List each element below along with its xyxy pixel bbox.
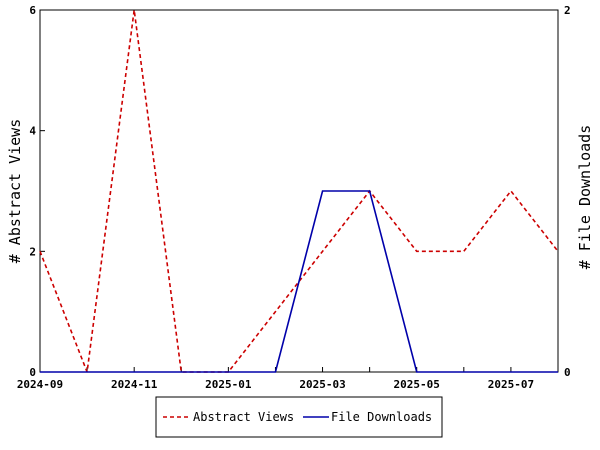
x-axis: 2024-09 2024-11 2025-01 2025-03 2025-05 2025-… xyxy=(17,367,559,391)
x-tick-label: 2025-01 xyxy=(205,378,252,391)
x-tick-label: 2025-05 xyxy=(394,378,440,391)
y-tick-label-left: 0 xyxy=(29,366,36,379)
legend: Abstract Views File Downloads xyxy=(155,396,443,438)
x-tick-label: 2025-03 xyxy=(299,378,345,391)
x-tick-label: 2024-09 xyxy=(17,378,63,391)
y-axis-title-right: # File Downloads xyxy=(576,125,594,270)
x-tick-label: 2025-07 xyxy=(488,378,534,391)
legend-label-file-downloads: File Downloads xyxy=(331,410,432,424)
series-layer xyxy=(39,9,559,373)
y-tick-label-left: 6 xyxy=(29,4,36,17)
y-tick-label-left: 4 xyxy=(29,125,36,138)
y-axis-title-left: # Abstract Views xyxy=(6,119,24,264)
y-tick-label-right: 0 xyxy=(564,366,571,379)
series-line-file-downloads xyxy=(40,190,558,373)
legend-label-abstract-views: Abstract Views xyxy=(193,410,294,424)
legend-box xyxy=(155,396,443,438)
plot-area xyxy=(39,9,559,373)
y-tick-label-left: 2 xyxy=(29,245,36,258)
y-tick-label-right: 2 xyxy=(564,4,571,17)
x-tick-label: 2024-11 xyxy=(111,378,158,391)
